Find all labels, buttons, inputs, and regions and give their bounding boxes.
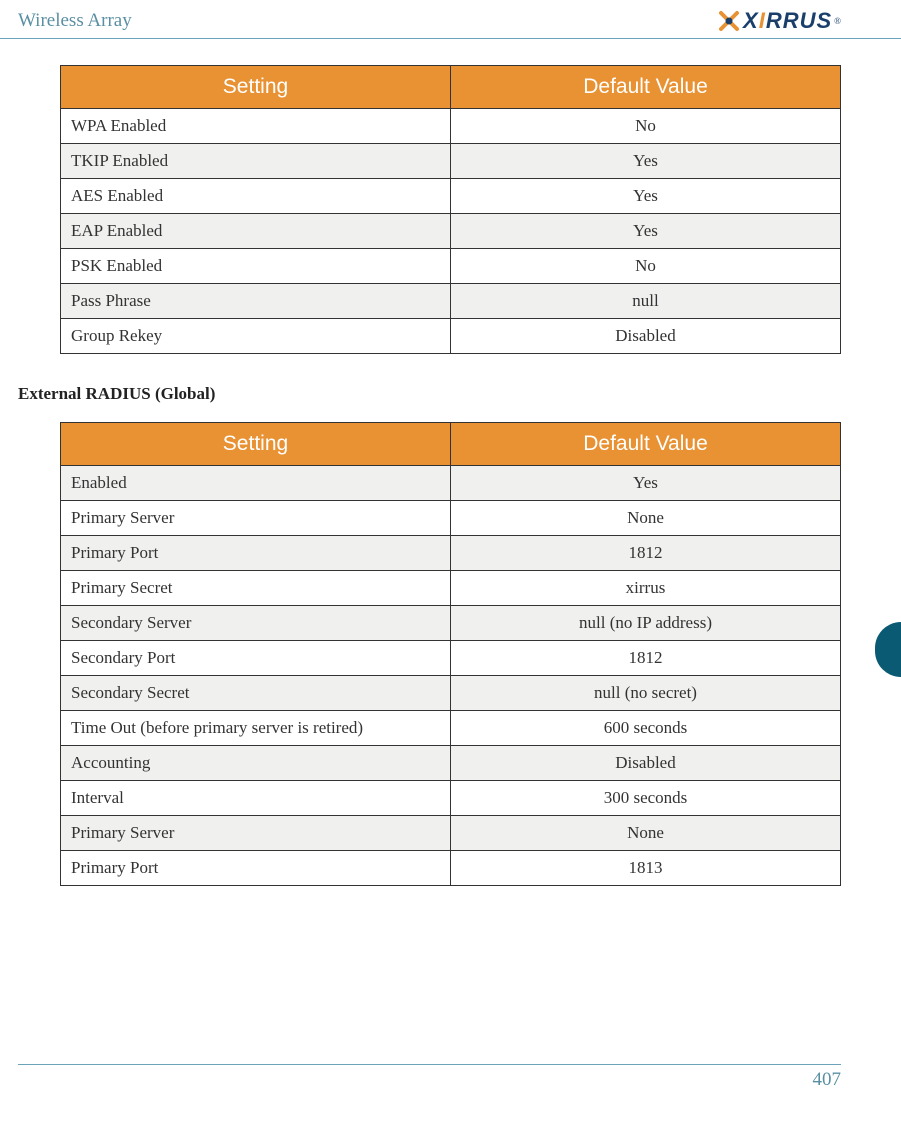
cell-value: 1813	[451, 851, 841, 886]
table-row: Primary ServerNone	[61, 816, 841, 851]
cell-setting: PSK Enabled	[61, 249, 451, 284]
table2-body: EnabledYesPrimary ServerNonePrimary Port…	[61, 466, 841, 886]
cell-setting: WPA Enabled	[61, 109, 451, 144]
settings-table-2: Setting Default Value EnabledYesPrimary …	[60, 422, 841, 886]
cell-value: No	[451, 109, 841, 144]
table-row: AES EnabledYes	[61, 179, 841, 214]
cell-setting: Time Out (before primary server is retir…	[61, 711, 451, 746]
table-row: Pass Phrasenull	[61, 284, 841, 319]
logo-text: XIRRUS	[743, 8, 832, 34]
table-row: Group RekeyDisabled	[61, 319, 841, 354]
cell-setting: Pass Phrase	[61, 284, 451, 319]
cell-setting: Secondary Server	[61, 606, 451, 641]
cell-value: xirrus	[451, 571, 841, 606]
table-row: Primary Secretxirrus	[61, 571, 841, 606]
cell-value: Yes	[451, 214, 841, 249]
table-row: Interval300 seconds	[61, 781, 841, 816]
page-title: Wireless Array	[18, 10, 132, 32]
table-row: Primary Port1813	[61, 851, 841, 886]
table-row: EnabledYes	[61, 466, 841, 501]
table2-col-setting: Setting	[61, 423, 451, 466]
table-row: AccountingDisabled	[61, 746, 841, 781]
cell-value: null	[451, 284, 841, 319]
cell-value: 300 seconds	[451, 781, 841, 816]
cell-value: Disabled	[451, 319, 841, 354]
cell-setting: Interval	[61, 781, 451, 816]
cell-value: 600 seconds	[451, 711, 841, 746]
cell-setting: Secondary Secret	[61, 676, 451, 711]
cell-value: null (no secret)	[451, 676, 841, 711]
cell-value: None	[451, 501, 841, 536]
cell-setting: AES Enabled	[61, 179, 451, 214]
cell-setting: Primary Server	[61, 816, 451, 851]
table-row: Secondary Secretnull (no secret)	[61, 676, 841, 711]
cell-setting: Primary Port	[61, 536, 451, 571]
table-row: Primary ServerNone	[61, 501, 841, 536]
cell-value: 1812	[451, 536, 841, 571]
table1-body: WPA EnabledNoTKIP EnabledYesAES EnabledY…	[61, 109, 841, 354]
cell-value: Yes	[451, 179, 841, 214]
table-row: EAP EnabledYes	[61, 214, 841, 249]
cell-setting: Primary Port	[61, 851, 451, 886]
cell-value: 1812	[451, 641, 841, 676]
table1-col-value: Default Value	[451, 66, 841, 109]
cell-setting: EAP Enabled	[61, 214, 451, 249]
cell-setting: Enabled	[61, 466, 451, 501]
cell-setting: TKIP Enabled	[61, 144, 451, 179]
logo-icon	[717, 9, 741, 33]
cell-value: None	[451, 816, 841, 851]
section-heading-radius: External RADIUS (Global)	[18, 384, 841, 404]
cell-value: null (no IP address)	[451, 606, 841, 641]
page-footer: 407	[18, 1064, 841, 1091]
cell-setting: Primary Server	[61, 501, 451, 536]
table-row: Secondary Servernull (no IP address)	[61, 606, 841, 641]
brand-logo: XIRRUS®	[717, 8, 841, 34]
cell-value: Yes	[451, 144, 841, 179]
table-row: WPA EnabledNo	[61, 109, 841, 144]
cell-value: Yes	[451, 466, 841, 501]
page-content: Setting Default Value WPA EnabledNoTKIP …	[0, 39, 901, 886]
cell-value: No	[451, 249, 841, 284]
cell-setting: Accounting	[61, 746, 451, 781]
cell-setting: Group Rekey	[61, 319, 451, 354]
page-header: Wireless Array XIRRUS®	[0, 0, 901, 39]
cell-setting: Secondary Port	[61, 641, 451, 676]
table-row: Time Out (before primary server is retir…	[61, 711, 841, 746]
page-number: 407	[813, 1069, 842, 1090]
cell-setting: Primary Secret	[61, 571, 451, 606]
table2-col-value: Default Value	[451, 423, 841, 466]
settings-table-1: Setting Default Value WPA EnabledNoTKIP …	[60, 65, 841, 354]
table-row: TKIP EnabledYes	[61, 144, 841, 179]
logo-registered: ®	[834, 16, 841, 26]
table-row: PSK EnabledNo	[61, 249, 841, 284]
table1-col-setting: Setting	[61, 66, 451, 109]
table-row: Secondary Port1812	[61, 641, 841, 676]
cell-value: Disabled	[451, 746, 841, 781]
table-row: Primary Port1812	[61, 536, 841, 571]
